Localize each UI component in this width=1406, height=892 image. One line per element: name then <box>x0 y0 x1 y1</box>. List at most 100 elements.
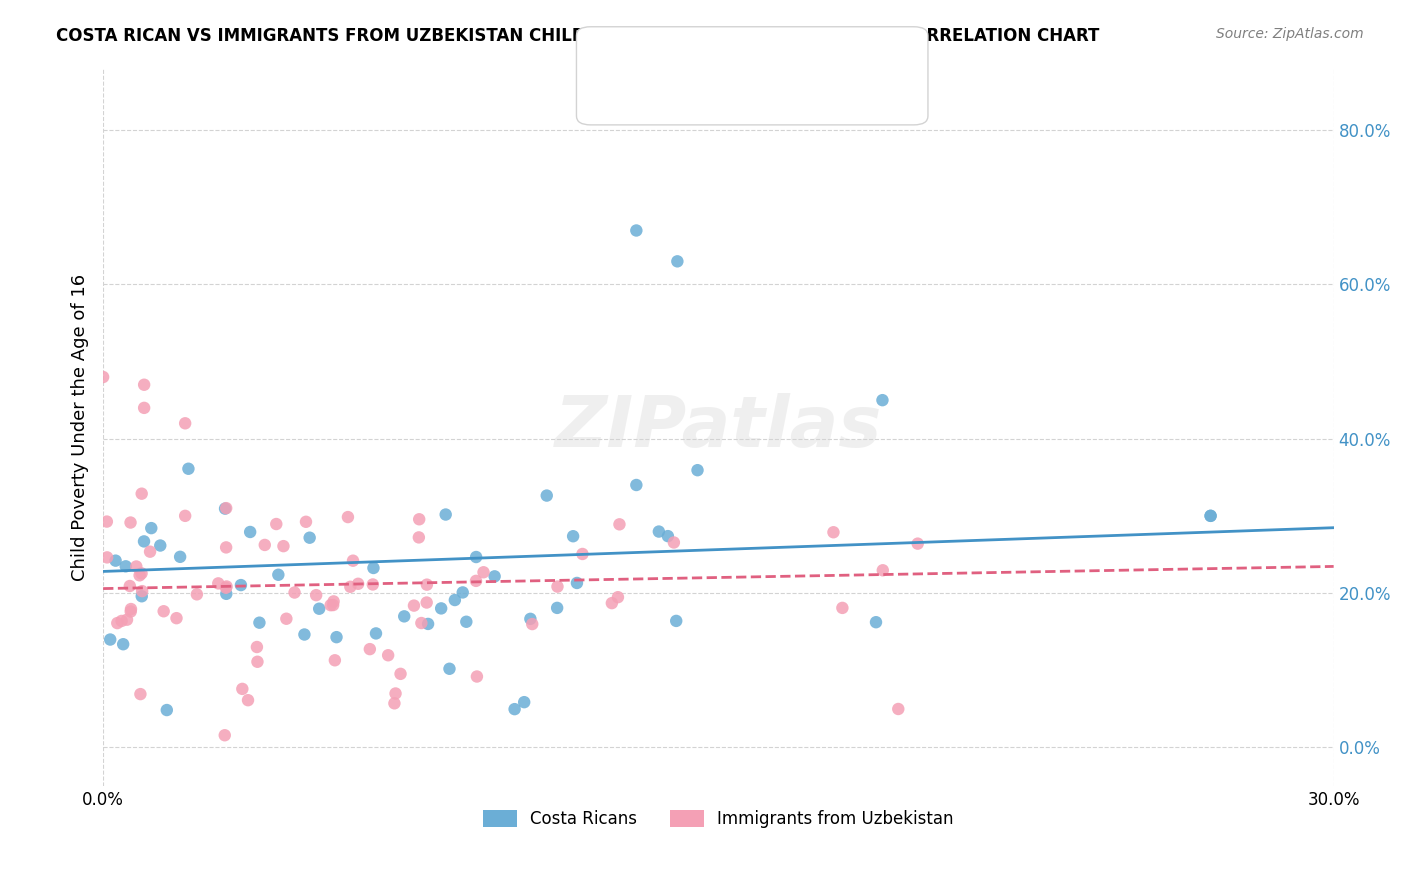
Point <box>451 585 474 599</box>
Point <box>214 501 236 516</box>
Point <box>562 529 585 543</box>
Point <box>152 604 174 618</box>
Point <box>294 627 316 641</box>
Point <box>319 598 342 612</box>
Point <box>408 512 430 526</box>
Point <box>872 563 894 577</box>
Point <box>131 486 153 500</box>
Point <box>323 653 346 667</box>
Point <box>626 478 648 492</box>
Point <box>336 510 359 524</box>
Point <box>91 370 114 384</box>
Point <box>125 559 148 574</box>
Point <box>112 637 135 651</box>
Point <box>513 695 536 709</box>
Point <box>361 577 384 591</box>
Point <box>384 696 406 710</box>
Point <box>110 614 132 628</box>
Point <box>214 728 236 742</box>
Point <box>887 702 910 716</box>
Point <box>120 516 142 530</box>
Point <box>907 536 929 550</box>
Point <box>118 579 141 593</box>
Point <box>141 521 163 535</box>
Point <box>156 703 179 717</box>
Point <box>865 615 887 630</box>
Point <box>626 223 648 237</box>
Point <box>129 687 152 701</box>
Point <box>339 580 361 594</box>
Point <box>519 612 541 626</box>
Point <box>120 602 142 616</box>
Point <box>229 578 252 592</box>
Point <box>174 508 197 523</box>
Point <box>96 515 118 529</box>
Point <box>169 549 191 564</box>
Point <box>872 393 894 408</box>
Point <box>131 566 153 581</box>
Point <box>389 666 412 681</box>
Point <box>484 569 506 583</box>
Point <box>666 254 689 268</box>
Point <box>308 601 330 615</box>
Point <box>249 615 271 630</box>
Point <box>565 576 588 591</box>
Point <box>325 630 347 644</box>
Point <box>402 599 425 613</box>
Point <box>295 515 318 529</box>
Point <box>134 401 156 415</box>
Point <box>231 681 253 696</box>
Text: COSTA RICAN VS IMMIGRANTS FROM UZBEKISTAN CHILD POVERTY UNDER THE AGE OF 16 CORR: COSTA RICAN VS IMMIGRANTS FROM UZBEKISTA… <box>56 27 1099 45</box>
Point <box>472 566 495 580</box>
Point <box>1199 508 1222 523</box>
Point <box>186 587 208 601</box>
Point <box>416 616 439 631</box>
Point <box>166 611 188 625</box>
Point <box>411 615 433 630</box>
Point <box>1199 508 1222 523</box>
Point <box>132 534 155 549</box>
Point <box>522 617 544 632</box>
Point <box>128 568 150 582</box>
Point <box>322 598 344 612</box>
Point <box>104 554 127 568</box>
Point <box>600 596 623 610</box>
Point <box>273 539 295 553</box>
Point <box>114 559 136 574</box>
Point <box>665 614 688 628</box>
Point <box>465 574 488 588</box>
Point <box>131 589 153 603</box>
Point <box>174 417 197 431</box>
Point <box>322 594 344 608</box>
Point <box>607 590 630 604</box>
Point <box>444 593 467 607</box>
Point <box>215 581 238 595</box>
Point <box>239 524 262 539</box>
Point <box>546 580 568 594</box>
Point <box>392 609 415 624</box>
Point <box>267 567 290 582</box>
Point <box>120 605 142 619</box>
Y-axis label: Child Poverty Under the Age of 16: Child Poverty Under the Age of 16 <box>72 274 89 581</box>
Point <box>215 501 238 516</box>
Text: R =  0.108    N = 52: R = 0.108 N = 52 <box>650 49 831 67</box>
Point <box>149 539 172 553</box>
Point <box>105 616 128 631</box>
Point <box>662 535 685 549</box>
Point <box>377 648 399 663</box>
Point <box>298 531 321 545</box>
Point <box>347 576 370 591</box>
Legend: Costa Ricans, Immigrants from Uzbekistan: Costa Ricans, Immigrants from Uzbekistan <box>477 804 960 835</box>
Point <box>456 615 478 629</box>
Point <box>276 612 298 626</box>
Point <box>364 626 387 640</box>
Point <box>359 642 381 657</box>
Point <box>131 584 153 599</box>
Point <box>207 576 229 591</box>
Point <box>648 524 671 539</box>
Point <box>98 632 121 647</box>
Point <box>434 508 457 522</box>
Point <box>115 613 138 627</box>
Point <box>134 377 156 392</box>
Point <box>215 587 238 601</box>
